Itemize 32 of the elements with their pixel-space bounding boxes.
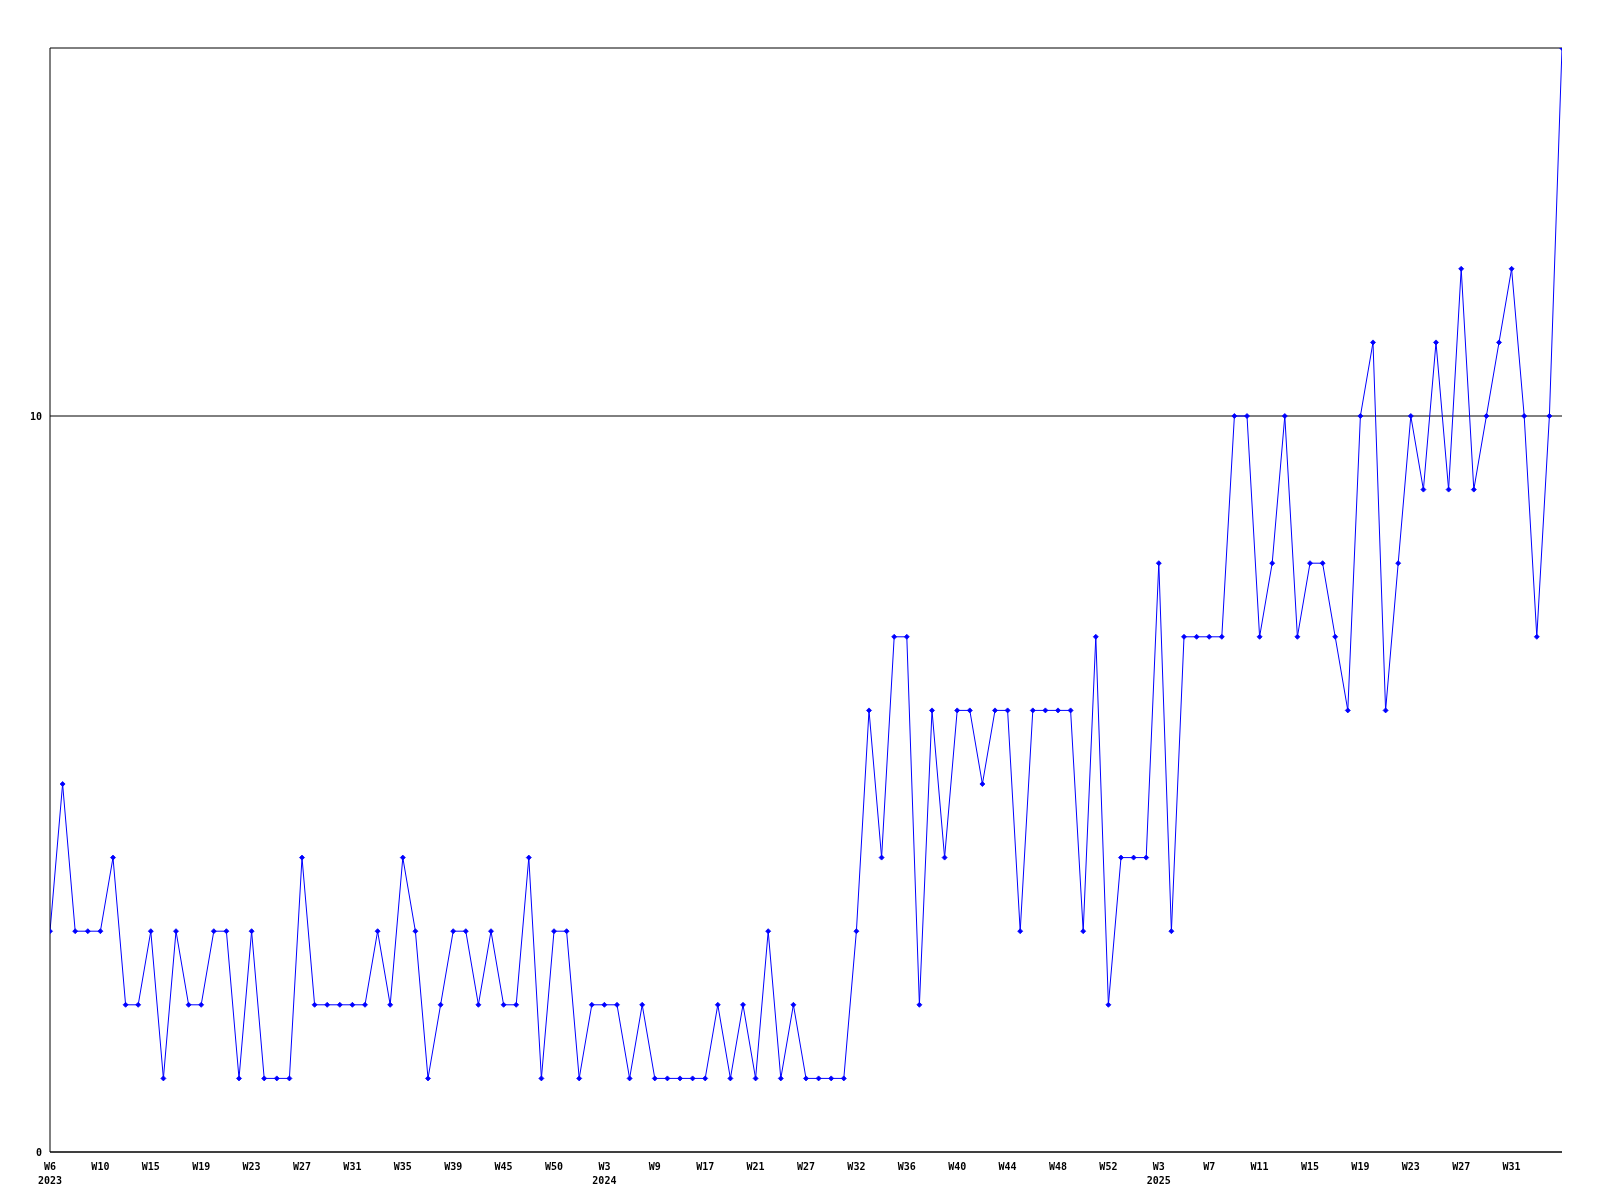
x-tick-label: W23 [242, 1161, 261, 1172]
x-tick-label: W52 [1099, 1161, 1118, 1172]
x-tick-label: W44 [998, 1161, 1017, 1172]
x-tick-label: W15 [1300, 1161, 1320, 1172]
y-tick-label: 0 [35, 1146, 42, 1158]
x-tick-label: W50 [544, 1161, 564, 1172]
x-tick-label: W31 [343, 1161, 362, 1172]
x-tick-label: W31 [1502, 1161, 1521, 1172]
x-tick-label: W36 [897, 1161, 916, 1172]
x-tick-label: W9 [648, 1161, 661, 1172]
x-tick-label: W23 [1401, 1161, 1420, 1172]
x-tick-label: W3 2024 [592, 1161, 617, 1186]
x-tick-label: W35 [393, 1161, 412, 1172]
x-tick-label: W17 [696, 1161, 715, 1172]
x-tick-label: W21 [746, 1161, 765, 1172]
x-tick-label: W40 [948, 1161, 967, 1172]
x-tick-label: W32 [847, 1161, 866, 1172]
x-tick-label: W27 [1452, 1161, 1471, 1172]
x-tick-label: W15 [141, 1161, 160, 1172]
x-tick-label: W39 [444, 1161, 463, 1172]
x-tick-label: W19 [192, 1161, 211, 1172]
x-tick-label: W6 2023 [37, 1161, 63, 1186]
x-tick-label: W7 [1203, 1161, 1216, 1172]
x-tick-label: W11 [1250, 1161, 1269, 1172]
x-tick-label: W10 [91, 1161, 110, 1172]
x-tick-label: W3 2025 [1146, 1161, 1171, 1186]
x-tick-label: W27 [796, 1161, 816, 1172]
x-tick-label: W19 [1351, 1161, 1370, 1172]
y-tick-label: 10 [29, 410, 42, 422]
x-tick-label: W27 [292, 1161, 312, 1172]
x-tick-label: W48 [1048, 1161, 1068, 1172]
x-tick-label: W45 [494, 1161, 513, 1172]
